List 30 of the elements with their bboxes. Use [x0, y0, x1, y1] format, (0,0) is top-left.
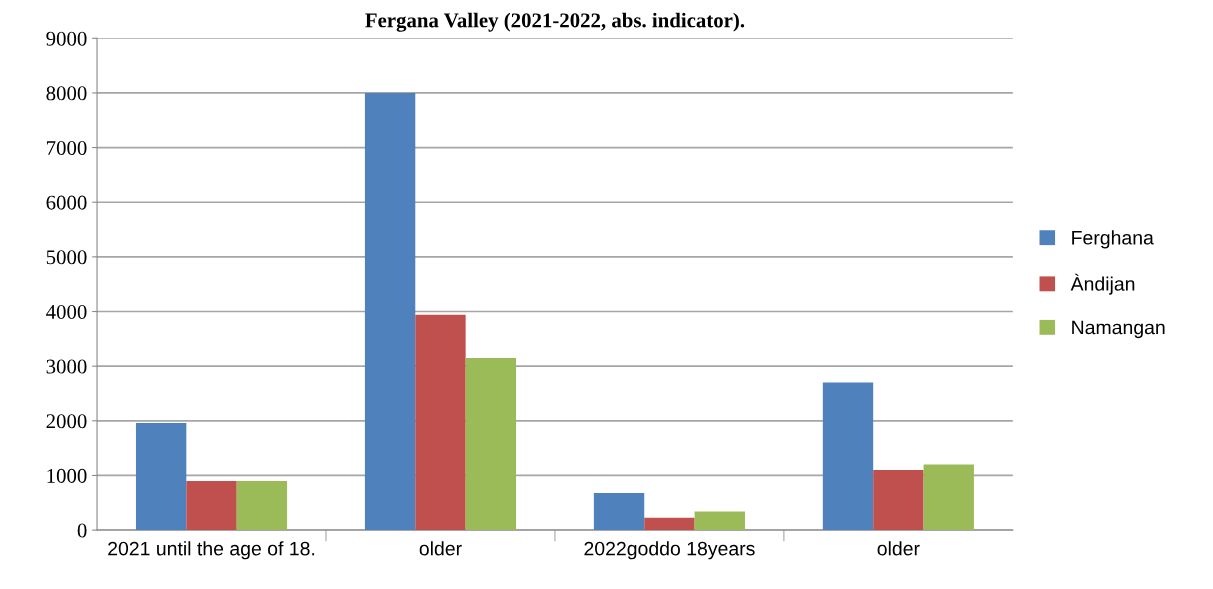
bar — [465, 357, 517, 531]
y-tick-label: 1000 — [47, 468, 87, 483]
y-tick-label: 9000 — [46, 31, 87, 46]
bar — [236, 480, 288, 531]
bar — [644, 517, 695, 531]
y-tick-label: 2000 — [46, 414, 87, 429]
y-tick-label: 8000 — [46, 86, 87, 101]
x-tick-label: 2022goddo 18years — [584, 541, 755, 560]
y-tick-label: 3000 — [46, 359, 87, 374]
x-tick-label: 2021 until the age of 18. — [108, 541, 315, 560]
bar — [186, 480, 237, 531]
bar — [873, 469, 924, 531]
legend-label: Namangan — [1072, 320, 1165, 339]
y-tick-label: 7000 — [47, 140, 87, 156]
bar — [694, 511, 745, 531]
bar — [364, 92, 416, 531]
y-tick-label: 5000 — [46, 250, 87, 265]
bar — [923, 464, 974, 531]
y-tick-label: 0 — [77, 523, 87, 538]
legend-label: Ferghana — [1072, 230, 1154, 249]
chart-title: Fergana Valley (2021-2022, abs. indicator). — [365, 12, 745, 32]
bar — [135, 422, 187, 531]
bar — [822, 382, 874, 531]
x-tick-label: older — [877, 541, 920, 556]
y-tick-label: 6000 — [46, 195, 87, 210]
legend-label: Àndijan — [1070, 273, 1135, 295]
y-tick-label: 4000 — [46, 304, 87, 319]
bar — [593, 492, 645, 531]
x-tick-label: older — [419, 541, 462, 556]
bar — [415, 314, 466, 531]
